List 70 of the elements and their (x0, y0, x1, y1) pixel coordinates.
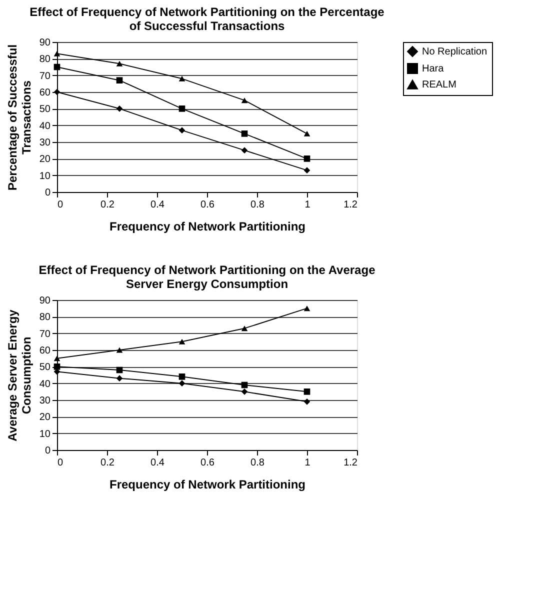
point (54, 50, 60, 56)
y-tick-label: 30 (39, 396, 51, 406)
y-tick-label: 90 (39, 296, 51, 306)
point (178, 127, 186, 134)
x-tick-label: 0.2 (100, 458, 115, 468)
y-tick-label: 0 (44, 446, 51, 456)
point (178, 374, 186, 380)
point (304, 130, 310, 136)
point (178, 380, 186, 386)
point (304, 398, 310, 405)
point (241, 98, 248, 104)
chart-title: Effect of Frequency of Network Partitioning on the Average Server Energy Consumption (38, 263, 376, 291)
point (54, 64, 60, 70)
point (178, 338, 186, 344)
x-tick-label: 0.8 (250, 200, 265, 210)
point (241, 130, 248, 137)
point (116, 347, 123, 353)
x-tick-label: 1 (304, 458, 311, 468)
y-axis-title: Percentage of Successful Transactions (5, 44, 34, 191)
x-tick-label: 0.6 (200, 200, 215, 210)
y-tick-label: 40 (39, 378, 51, 390)
legend-label: REALM (422, 80, 456, 90)
y-tick-label: 20 (39, 154, 51, 166)
y-tick-label: 80 (39, 54, 51, 66)
point (54, 356, 60, 362)
x-tick-label: 0.4 (150, 200, 165, 210)
point (116, 60, 123, 66)
x-tick-label: 0.2 (100, 200, 115, 210)
y-tick-label: 10 (39, 170, 51, 182)
y-tick-label: 30 (39, 138, 51, 148)
point (116, 77, 123, 84)
legend-label: No Replication (422, 46, 488, 58)
point (178, 76, 186, 82)
point (116, 366, 123, 374)
point (178, 106, 186, 112)
point (304, 306, 310, 312)
y-tick-label: 10 (39, 428, 51, 440)
point (241, 326, 248, 332)
x-axis-title: Frequency of Network Partitioning (109, 478, 306, 492)
y-tick-label: 60 (39, 88, 51, 98)
y-tick-label: 80 (39, 312, 51, 324)
y-tick-label: 60 (39, 346, 51, 356)
x-tick-label: 0 (58, 458, 64, 468)
x-tick-label: 0.8 (250, 458, 265, 468)
point (241, 388, 248, 395)
y-tick-label: 50 (39, 104, 51, 116)
point (241, 382, 248, 388)
y-tick-label: 90 (39, 38, 51, 48)
x-tick-label: 1.2 (344, 458, 358, 468)
x-tick-label: 0.4 (150, 458, 165, 468)
x-tick-label: 1 (304, 200, 311, 210)
point (116, 375, 123, 382)
point (241, 147, 248, 154)
y-tick-label: 70 (39, 70, 51, 82)
y-tick-label: 70 (39, 328, 51, 340)
y-tick-label: 0 (44, 188, 51, 198)
x-tick-label: 0.6 (200, 458, 215, 468)
y-tick-label: 50 (39, 362, 51, 374)
point (304, 388, 310, 395)
y-tick-label: 20 (39, 412, 51, 424)
y-tick-label: 40 (39, 120, 51, 132)
y-axis-title: Average Server Energy Consumption (5, 309, 34, 442)
x-tick-label: 0 (58, 200, 64, 210)
x-axis-title: Frequency of Network Partitioning (109, 220, 306, 234)
chart-title: Effect of Frequency of Network Partitioning on the Percentage of Successful Transactions (30, 5, 385, 33)
point (116, 106, 123, 112)
point (304, 167, 310, 174)
x-tick-label: 1.2 (344, 200, 358, 210)
point (304, 156, 310, 162)
legend-label: Hara (422, 64, 444, 74)
